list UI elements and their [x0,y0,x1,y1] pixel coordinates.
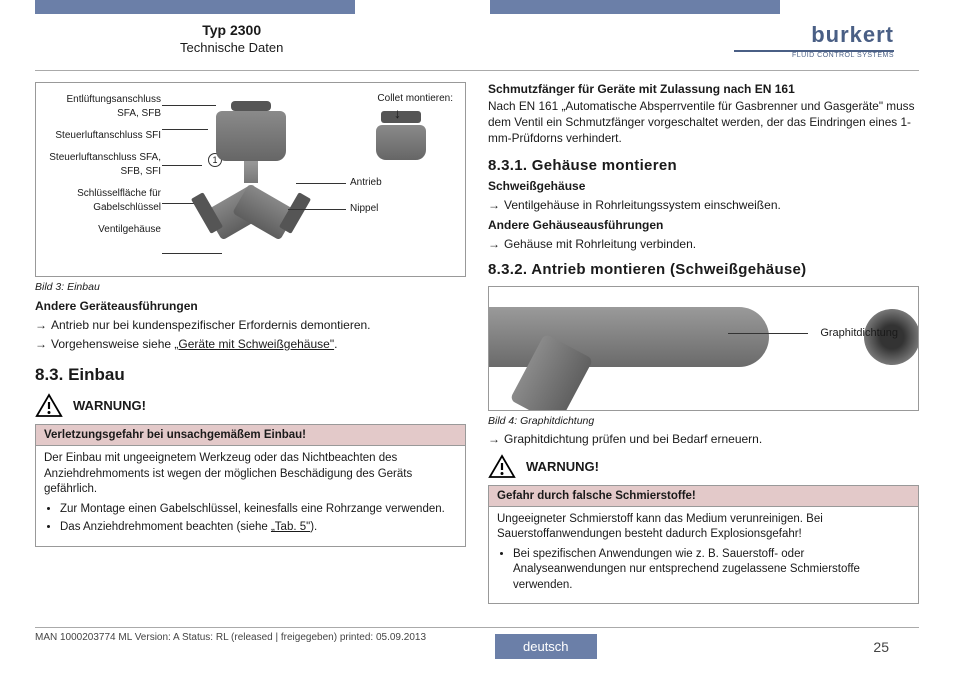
fig3-left-labels: Entlüftungsanschluss SFA, SFB Steuerluft… [46,93,161,245]
fig3-label: Schlüsselfläche für Gabelschlüssel [46,187,161,215]
page-header: Typ 2300 Technische Daten burkert FLUID … [0,20,954,65]
warning-title: WARNUNG! [73,398,146,413]
warning-box-head: Verletzungsgefahr bei unsachgemäßem Einb… [36,425,465,446]
brand-name: burkert [734,22,894,48]
footer-man-info: MAN 1000203774 ML Version: A Status: RL … [35,632,426,643]
warning-box-head: Gefahr durch falsche Schmierstoffe! [489,486,918,507]
subheading-other-variants: Andere Geräteausführungen [35,299,466,313]
leader-line [288,209,346,210]
instruction-line: →Gehäuse mit Rohrleitung verbinden. [488,237,919,251]
brand-tagline: FLUID CONTROL SYSTEMS [734,52,894,59]
fig3-label-nippel: Nippel [350,203,378,214]
instruction-line: →Antrieb nur bei kundenspezifischer Erfo… [35,318,466,332]
subhead-andere-gehaeuse: Andere Gehäuseausführungen [488,218,919,232]
link-schweissgehaeuse[interactable]: „Geräte mit Schweißgehäuse" [174,337,334,351]
en161-paragraph: Nach EN 161 „Automatische Absperrventile… [488,99,919,147]
content-area: Entlüftungsanschluss SFA, SFB Steuerluft… [35,82,919,623]
fig3-label: Ventilgehäuse [46,223,161,237]
section-8-3-1-heading: 8.3.1. Gehäuse montieren [488,157,919,174]
warning-bullet: Zur Montage einen Gabelschlüssel, keines… [60,502,457,518]
collet-detail-illustration: ↓ [372,111,430,171]
valve-illustration [181,101,321,261]
figure-3-caption: Bild 3: Einbau [35,281,466,293]
valve-stem-icon [244,161,258,183]
accent-bar-2 [490,0,780,14]
warning-box-body: Der Einbau mit ungeeignetem Werkzeug ode… [36,446,465,546]
fig4-label: Graphitdichtung [820,327,898,339]
figure-3-box: Entlüftungsanschluss SFA, SFB Steuerluft… [35,82,466,277]
instruction-line: →Ventilgehäuse in Rohrleitungssystem ein… [488,198,919,212]
valve-actuator-icon [216,111,286,161]
subhead-schweissgehaeuse: Schweißgehäuse [488,179,919,193]
header-rule [35,70,919,71]
instruction-line: →Vorgehensweise siehe „Geräte mit Schwei… [35,337,466,351]
fig3-top-right-label: Collet montieren: [377,93,453,104]
warning-paragraph: Der Einbau mit ungeeignetem Werkzeug ode… [44,451,457,498]
valve-cap-icon [231,101,271,111]
fig3-label: Entlüftungsanschluss SFA, SFB [46,93,161,121]
header-subtitle: Technische Daten [180,40,283,55]
type-number: Typ 2300 [180,22,283,38]
right-column: Schmutzfänger für Geräte mit Zulassung n… [488,82,919,623]
language-tab: deutsch [495,634,597,659]
leader-line [728,333,808,334]
warning-box-body: Ungeeigneter Schmierstoff kann das Mediu… [489,507,918,604]
warning-icon [488,454,516,479]
valve-body-icon [206,183,296,238]
instr-text: Antrieb nur bei kundenspezifischer Erfor… [51,318,371,332]
left-column: Entlüftungsanschluss SFA, SFB Steuerluft… [35,82,466,623]
warning-title: WARNUNG! [526,459,599,474]
accent-bar-1 [35,0,355,14]
figure-4-box: Graphitdichtung [488,286,919,411]
fig3-label: Steuerluftanschluss SFA, SFB, SFI [46,151,161,179]
warning-paragraph: Ungeeigneter Schmierstoff kann das Mediu… [497,512,910,543]
warning-header: WARNUNG! [35,393,466,418]
instruction-line: →Graphitdichtung prüfen und bei Bedarf e… [488,432,919,446]
section-8-3-heading: 8.3. Einbau [35,365,466,385]
figure-4-caption: Bild 4: Graphitdichtung [488,415,919,427]
page-number: 25 [873,639,889,655]
footer-rule [35,627,919,628]
warning-box-1: Verletzungsgefahr bei unsachgemäßem Einb… [35,424,466,547]
fig3-label: Steuerluftanschluss SFI [46,129,161,143]
top-accent-bars [0,0,954,14]
warning-header-2: WARNUNG! [488,454,919,479]
en161-heading: Schmutzfänger für Geräte mit Zulassung n… [488,82,919,96]
brand-logo: burkert FLUID CONTROL SYSTEMS [734,22,894,59]
warning-box-2: Gefahr durch falsche Schmierstoffe! Unge… [488,485,919,605]
fig3-label-antrieb: Antrieb [350,177,382,188]
warning-bullet: Bei spezifischen Anwendungen wie z. B. S… [513,547,910,594]
warning-bullet: Das Anziehdrehmoment beachten (siehe „Ta… [60,520,457,536]
header-title-block: Typ 2300 Technische Daten [180,22,283,55]
section-8-3-2-heading: 8.3.2. Antrieb montieren (Schweißgehäuse… [488,261,919,278]
leader-line [296,183,346,184]
link-tab5[interactable]: „Tab. 5" [271,521,310,533]
instr-text-post: . [334,337,337,351]
instr-text-pre: Vorgehensweise siehe [51,337,174,351]
warning-icon [35,393,63,418]
